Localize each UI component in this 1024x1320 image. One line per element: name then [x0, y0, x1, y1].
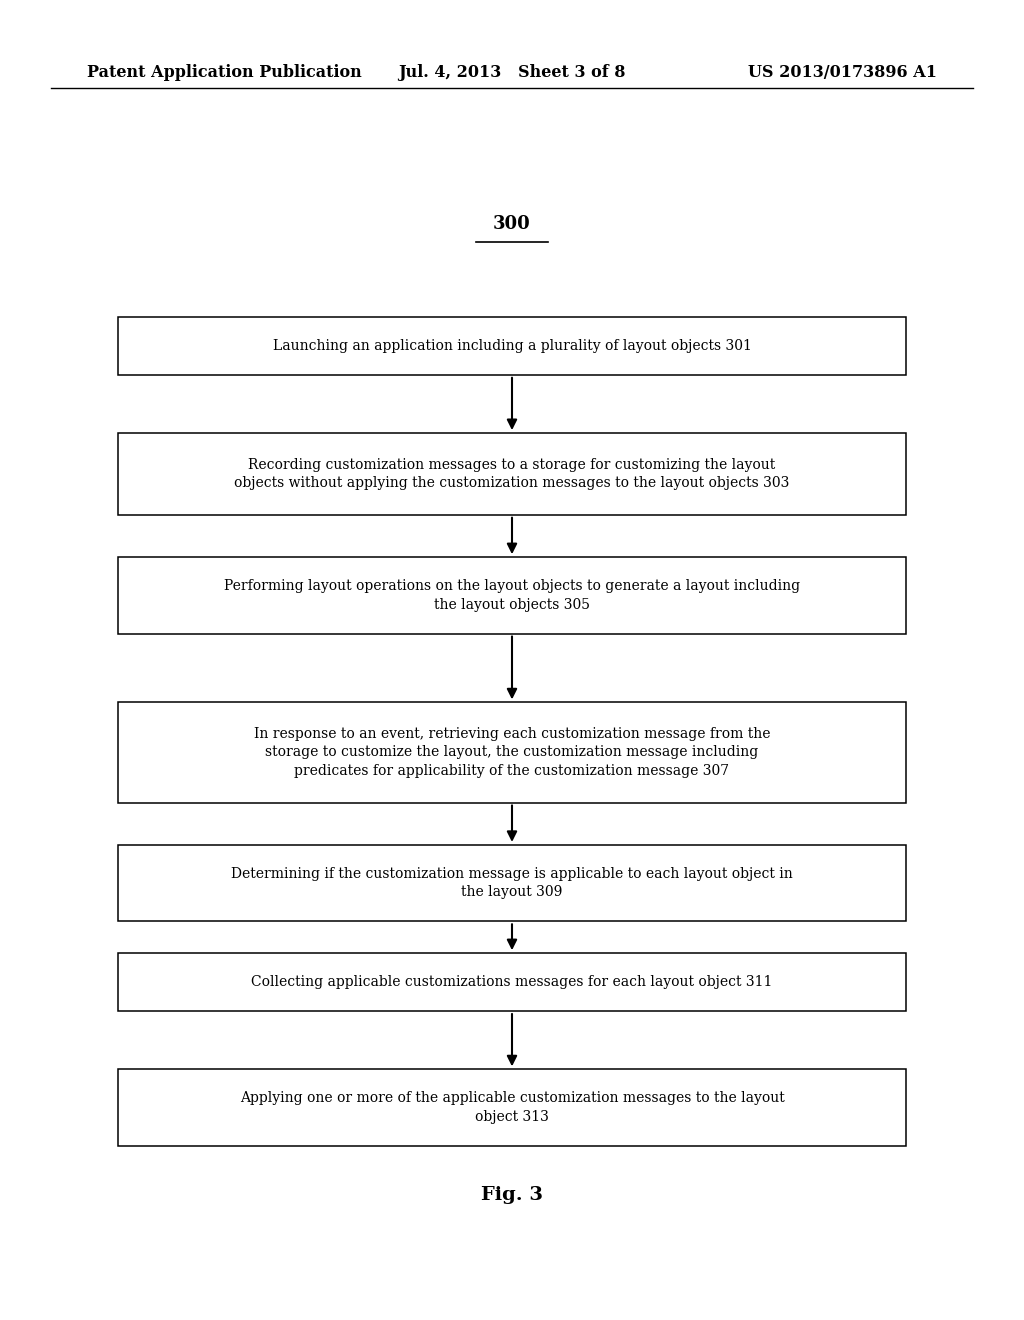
- Text: Fig. 3: Fig. 3: [481, 1185, 543, 1204]
- Bar: [118, 953, 906, 1011]
- Text: Launching an application including a plurality of layout objects 301: Launching an application including a plu…: [272, 339, 752, 352]
- Text: Jul. 4, 2013   Sheet 3 of 8: Jul. 4, 2013 Sheet 3 of 8: [398, 65, 626, 81]
- Bar: [118, 433, 906, 515]
- Text: Collecting applicable customizations messages for each layout object 311: Collecting applicable customizations mes…: [251, 975, 773, 989]
- Text: Determining if the customization message is applicable to each layout object in
: Determining if the customization message…: [231, 867, 793, 899]
- Text: Applying one or more of the applicable customization messages to the layout
obje: Applying one or more of the applicable c…: [240, 1092, 784, 1123]
- Bar: [118, 557, 906, 634]
- Text: 300: 300: [494, 215, 530, 234]
- Bar: [118, 1069, 906, 1146]
- Text: Patent Application Publication: Patent Application Publication: [87, 65, 361, 81]
- Bar: [118, 845, 906, 921]
- Text: In response to an event, retrieving each customization message from the
storage : In response to an event, retrieving each…: [254, 727, 770, 777]
- Text: US 2013/0173896 A1: US 2013/0173896 A1: [748, 65, 937, 81]
- Text: Recording customization messages to a storage for customizing the layout
objects: Recording customization messages to a st…: [234, 458, 790, 490]
- Bar: [118, 702, 906, 803]
- Bar: [118, 317, 906, 375]
- Text: Performing layout operations on the layout objects to generate a layout includin: Performing layout operations on the layo…: [224, 579, 800, 611]
